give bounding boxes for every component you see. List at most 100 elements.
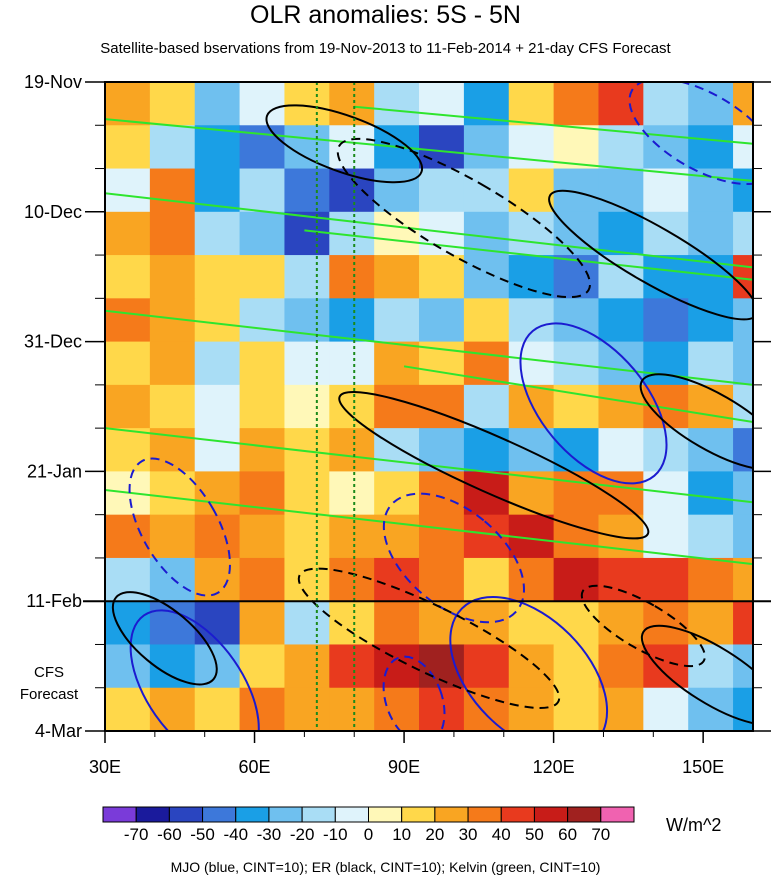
kelvin-contour	[105, 309, 753, 386]
olr-cell	[329, 557, 375, 602]
olr-cell	[553, 298, 599, 343]
olr-cell	[105, 168, 151, 213]
olr-cell	[329, 601, 375, 645]
olr-cell	[329, 644, 375, 689]
olr-cell	[688, 125, 734, 170]
chart-subtitle: Satellite-based bservations from 19-Nov-…	[100, 40, 671, 57]
olr-cell	[239, 687, 285, 731]
olr-cell	[329, 471, 375, 516]
colorbar-tick-label: 40	[492, 825, 511, 844]
colorbar-swatch	[401, 806, 436, 823]
olr-cell	[149, 514, 196, 559]
olr-cell	[374, 168, 420, 213]
olr-cell	[643, 298, 689, 343]
olr-cell	[508, 687, 555, 731]
chart-title: OLR anomalies: 5S - 5N	[250, 1, 521, 29]
olr-cell	[329, 82, 375, 126]
olr-cell	[733, 341, 753, 386]
olr-cell	[105, 428, 151, 472]
kelvin-contour	[354, 105, 753, 145]
olr-cell	[419, 514, 465, 559]
olr-cell	[598, 341, 644, 386]
olr-cell	[598, 82, 644, 126]
olr-cell	[284, 687, 330, 731]
olr-cell	[284, 384, 330, 429]
mjo-contour	[128, 457, 231, 597]
olr-cell	[598, 731, 643, 775]
olr-cell	[598, 384, 644, 429]
y-tick-label: 11-Feb	[26, 591, 82, 611]
olr-cell	[688, 384, 734, 429]
olr-cell	[149, 644, 196, 689]
olr-cell	[643, 687, 689, 731]
olr-cell	[508, 601, 555, 645]
olr-cell	[239, 168, 285, 213]
x-tick-label: 30E	[89, 757, 121, 777]
colorbar-tick-label: -60	[157, 825, 182, 844]
olr-cell	[105, 514, 151, 559]
colorbar-tick-label: -50	[190, 825, 215, 844]
olr-cell	[688, 82, 734, 126]
olr-cell	[733, 644, 753, 689]
olr-cell	[463, 557, 510, 602]
colorbar-units: W/m^2	[666, 815, 722, 835]
colorbar-swatch	[334, 806, 369, 823]
er-contour	[640, 624, 753, 726]
olr-cell	[105, 384, 151, 429]
olr-cell	[329, 731, 374, 775]
olr-cell	[105, 644, 151, 689]
olr-cell	[419, 384, 465, 429]
olr-cell	[733, 514, 753, 559]
olr-cell	[419, 168, 465, 213]
olr-cell	[419, 731, 464, 775]
olr-cell	[329, 255, 375, 299]
olr-cell	[643, 255, 689, 299]
olr-cell	[598, 168, 644, 213]
colorbar-tick-label: 10	[392, 825, 411, 844]
olr-cell	[463, 384, 510, 429]
olr-cell	[643, 168, 689, 213]
olr-cell	[508, 82, 555, 126]
olr-cell	[239, 428, 285, 472]
olr-cell	[239, 82, 285, 126]
olr-cell	[508, 298, 555, 343]
colorbar-swatch	[102, 806, 137, 823]
olr-cell	[643, 514, 689, 559]
legend-text: MJO (blue, CINT=10); ER (black, CINT=10)…	[170, 859, 601, 875]
olr-cell	[149, 82, 196, 126]
olr-cell	[194, 255, 241, 299]
mjo-contour	[449, 596, 609, 731]
olr-cell	[688, 644, 734, 689]
er-contour	[639, 373, 753, 471]
olr-cell	[374, 341, 420, 386]
olr-cell	[329, 514, 375, 559]
olr-cell	[149, 211, 196, 256]
colorbar-swatch	[600, 806, 635, 823]
colorbar-tick-label: -70	[124, 825, 149, 844]
olr-cell	[508, 644, 555, 689]
olr-cell	[194, 514, 241, 559]
olr-cell	[239, 255, 285, 299]
olr-cell	[284, 255, 330, 299]
mjo-contour	[382, 492, 525, 624]
colorbar-tick-label: -30	[257, 825, 282, 844]
olr-cell	[463, 514, 510, 559]
olr-cell	[329, 298, 375, 343]
mjo-contour	[129, 609, 260, 731]
y-tick-label: 31-Dec	[24, 332, 82, 352]
olr-cell	[239, 514, 285, 559]
olr-cell	[194, 471, 241, 516]
olr-cell	[239, 211, 285, 256]
olr-cell	[149, 255, 196, 299]
olr-cell	[194, 601, 241, 645]
olr-cell	[374, 601, 420, 645]
olr-cell	[419, 125, 465, 170]
kelvin-contour	[105, 192, 753, 269]
olr-cell	[733, 687, 753, 731]
olr-cell	[149, 687, 196, 731]
olr-cell	[374, 384, 420, 429]
mjo-contour	[382, 655, 446, 731]
olr-cell	[508, 125, 555, 170]
olr-cell	[105, 82, 151, 126]
